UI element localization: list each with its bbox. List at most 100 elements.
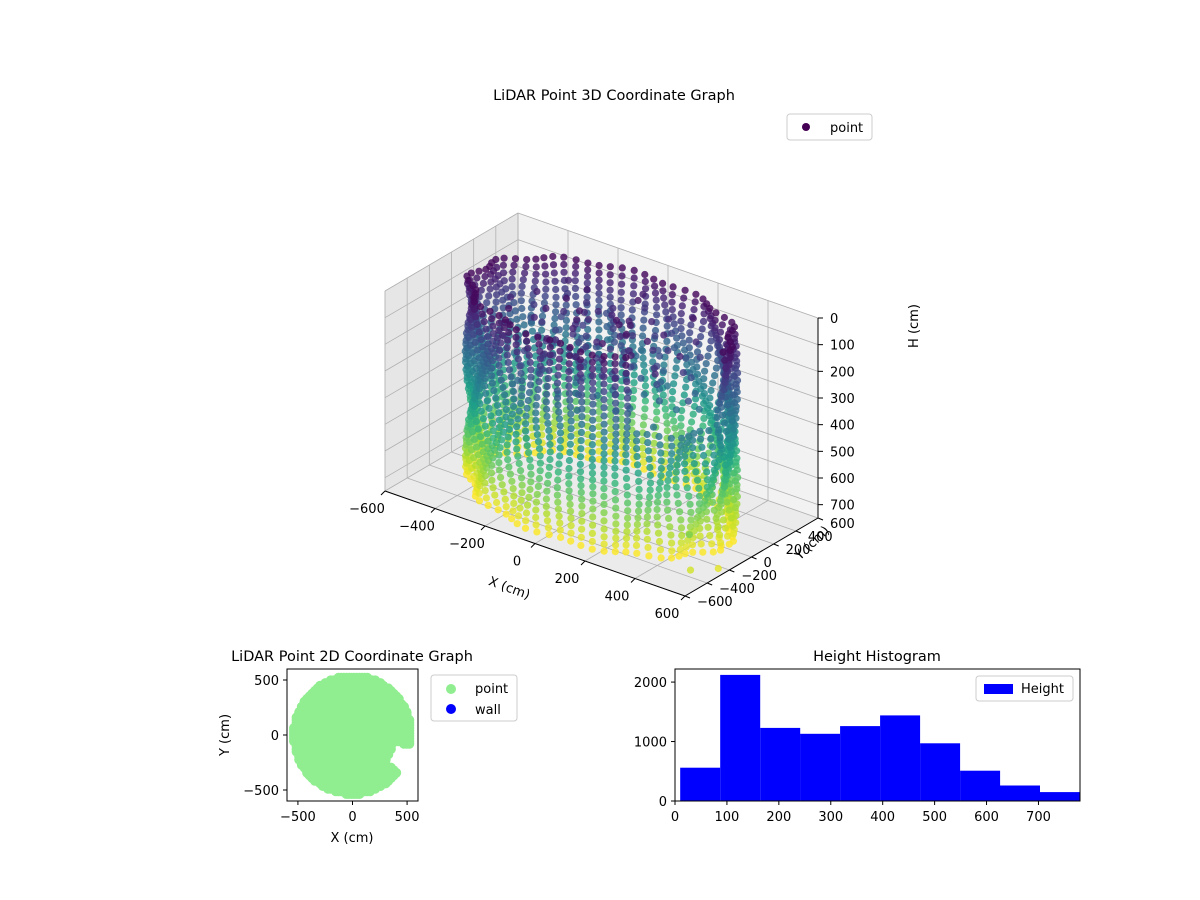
point-3d	[543, 510, 551, 518]
point-3d	[663, 322, 671, 330]
point-3d	[623, 423, 631, 432]
y-tick-label: −500	[243, 784, 279, 799]
point-3d	[523, 337, 531, 345]
point-3d	[667, 329, 676, 337]
point-3d	[668, 298, 676, 306]
point-3d	[505, 366, 514, 374]
point-3d	[712, 364, 721, 372]
point-3d	[617, 393, 625, 401]
point-3d	[483, 397, 491, 405]
point-3d	[686, 329, 694, 337]
point-3d	[477, 286, 485, 294]
point-3d	[600, 443, 608, 451]
point-3d	[524, 501, 532, 509]
point-3d	[646, 463, 654, 472]
point-3d	[692, 338, 700, 346]
point-3d	[646, 486, 654, 494]
point-3d	[659, 391, 667, 399]
point-3d	[670, 417, 678, 425]
point-3d	[715, 343, 724, 351]
point-3d	[589, 416, 597, 424]
point-3d	[622, 437, 630, 445]
point-3d	[562, 316, 571, 325]
point-3d	[684, 397, 693, 405]
point-3d	[487, 278, 495, 286]
histogram-bar	[1000, 785, 1040, 801]
point-3d	[622, 361, 630, 369]
point-3d	[532, 521, 540, 529]
point-3d	[718, 321, 726, 329]
point-3d	[716, 497, 725, 505]
point-3d	[641, 304, 649, 312]
point-3d	[554, 371, 562, 379]
point-3d	[495, 416, 503, 424]
point-3d	[656, 352, 664, 360]
point-3d	[719, 348, 727, 356]
point-3d	[635, 485, 643, 493]
point-3d	[546, 336, 554, 344]
point-3d	[638, 444, 647, 452]
point-3d	[612, 512, 620, 520]
point-3d	[700, 451, 708, 460]
point-3d	[653, 381, 661, 389]
point-3d	[565, 472, 573, 480]
point-3d	[643, 520, 651, 528]
point-3d	[518, 384, 526, 392]
point-3d	[502, 398, 510, 406]
point-3d	[567, 432, 575, 440]
point-3d	[486, 307, 494, 315]
point-3d	[481, 382, 489, 390]
point-3d	[611, 464, 619, 472]
point-3d	[624, 499, 632, 507]
point-3d	[562, 428, 570, 436]
point-3d	[673, 461, 681, 469]
point-3d	[678, 302, 686, 310]
chart-2d-legend: point wall	[430, 674, 518, 722]
point-3d	[488, 461, 496, 469]
point-3d	[481, 487, 489, 495]
point-3d	[501, 391, 509, 399]
point-3d	[577, 391, 586, 399]
point-3d	[622, 458, 630, 466]
point-3d	[513, 445, 521, 453]
point-3d	[514, 452, 522, 460]
point-3d	[468, 323, 476, 331]
point-3d	[495, 409, 503, 417]
point-3d	[678, 407, 686, 415]
point-3d	[470, 298, 479, 306]
y-tick	[773, 543, 779, 547]
point-3d	[681, 286, 689, 294]
point-3d	[611, 450, 619, 458]
point-3d	[545, 366, 553, 375]
point-3d	[526, 358, 534, 367]
point-3d	[682, 445, 690, 454]
point-3d	[589, 490, 597, 498]
x-tick	[480, 525, 486, 531]
point-3d	[526, 381, 535, 389]
point-3d	[546, 455, 554, 464]
point-3d	[682, 475, 690, 484]
point-3d	[622, 548, 630, 556]
point-3d	[589, 379, 597, 387]
y-tick	[817, 517, 824, 521]
x-tick-label: −600	[349, 502, 385, 517]
point-3d	[612, 399, 620, 407]
point-3d	[477, 407, 485, 415]
point-3d	[608, 311, 616, 319]
point-3d	[471, 410, 479, 418]
point-3d	[532, 255, 540, 263]
point-3d	[700, 390, 709, 398]
point-3d	[556, 526, 564, 534]
point-3d	[612, 527, 620, 535]
point-3d	[589, 505, 597, 513]
point-3d	[690, 306, 698, 314]
point-3d	[492, 298, 500, 306]
y-tick	[795, 530, 802, 534]
point-3d	[533, 490, 541, 498]
point-3d	[578, 502, 586, 510]
point-3d	[677, 429, 686, 437]
point-3d	[509, 402, 518, 410]
point-3d	[626, 321, 635, 329]
point-3d	[633, 445, 641, 453]
point-3d	[695, 500, 704, 508]
